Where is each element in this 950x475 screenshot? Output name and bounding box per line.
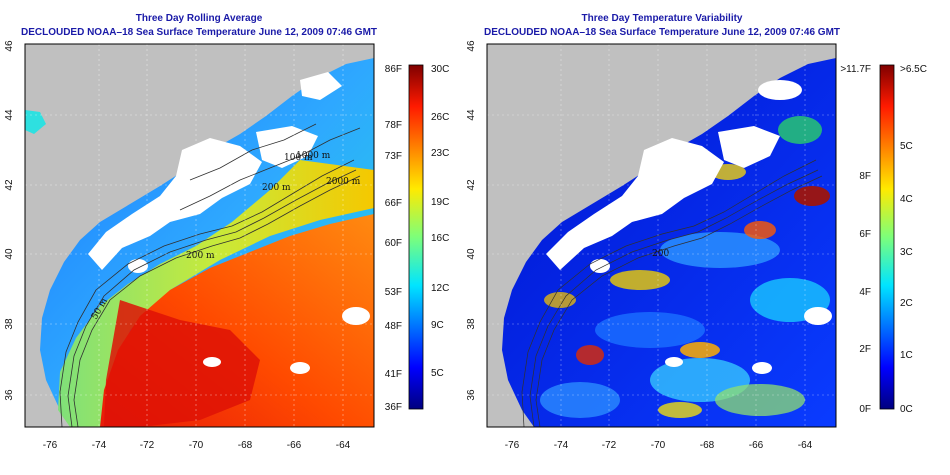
lat-tick: 38 bbox=[466, 318, 477, 330]
cb-c-label: 9C bbox=[431, 320, 444, 331]
lon-tick: -68 bbox=[238, 440, 253, 451]
grid-lines bbox=[25, 44, 374, 427]
right-panel: Three Day Temperature Variability DECLOU… bbox=[466, 13, 927, 451]
cb-f-label: 53F bbox=[385, 287, 402, 298]
lon-tick: -66 bbox=[287, 440, 302, 451]
lat-tick: 46 bbox=[4, 40, 15, 52]
cb-f-label: 73F bbox=[385, 151, 402, 162]
lat-tick: 40 bbox=[466, 248, 477, 260]
cb-c-label: 19C bbox=[431, 197, 449, 208]
cb-c-label: >6.5C bbox=[900, 64, 927, 75]
lat-tick: 40 bbox=[4, 248, 15, 260]
cb-c-label: 12C bbox=[431, 283, 449, 294]
lon-tick: -72 bbox=[602, 440, 617, 451]
cb-f-label: 86F bbox=[385, 64, 402, 75]
right-lon-axis: -76 -74 -72 -70 -68 -66 -64 bbox=[505, 440, 813, 451]
right-lat-axis: 36 38 40 42 44 46 bbox=[466, 40, 477, 401]
lat-tick: 38 bbox=[4, 318, 15, 330]
left-colorbar-ramp bbox=[408, 64, 424, 410]
lon-tick: -66 bbox=[749, 440, 764, 451]
left-title-2: DECLOUDED NOAA–18 Sea Surface Temperatur… bbox=[21, 27, 377, 38]
contour-label-200: 200 bbox=[652, 249, 669, 259]
variability-patches bbox=[540, 116, 830, 418]
left-colorbar: 86F 78F 73F 66F 60F 53F 48F 41F 36F 30C … bbox=[385, 64, 450, 413]
right-title-1: Three Day Temperature Variability bbox=[582, 13, 743, 24]
cb-f-label: 78F bbox=[385, 120, 402, 131]
lon-tick: -76 bbox=[43, 440, 58, 451]
lon-tick: -70 bbox=[651, 440, 666, 451]
cb-c-label: 26C bbox=[431, 112, 449, 123]
lat-tick: 36 bbox=[4, 389, 15, 401]
cb-f-label: 66F bbox=[385, 198, 402, 209]
depth-contours bbox=[521, 159, 823, 427]
cb-f-label: 4F bbox=[859, 287, 871, 298]
contour-label-1000m: 1000 m bbox=[296, 151, 331, 161]
depth-contours bbox=[59, 123, 361, 427]
cb-c-label: 3C bbox=[900, 247, 913, 258]
left-map: 100 m 200 m 200 m 1000 m 2000 m 50 m bbox=[25, 44, 374, 427]
cb-c-label: 23C bbox=[431, 148, 449, 159]
coastline bbox=[25, 70, 166, 280]
cb-c-label: 30C bbox=[431, 64, 449, 75]
contour-label-200m-b: 200 m bbox=[262, 183, 291, 193]
left-lon-axis: -76 -74 -72 -70 -68 -66 -64 bbox=[43, 440, 351, 451]
cb-f-label: 2F bbox=[859, 344, 871, 355]
cloud-mask bbox=[546, 80, 832, 374]
right-map-frame bbox=[486, 43, 837, 428]
left-title-1: Three Day Rolling Average bbox=[136, 13, 263, 24]
cb-c-label: 0C bbox=[900, 404, 913, 415]
lat-tick: 42 bbox=[466, 179, 477, 191]
cb-f-label: 41F bbox=[385, 369, 402, 380]
cb-f-label: 8F bbox=[859, 171, 871, 182]
lon-tick: -74 bbox=[554, 440, 569, 451]
cb-f-label: 0F bbox=[859, 404, 871, 415]
left-panel: Three Day Rolling Average DECLOUDED NOAA… bbox=[4, 13, 449, 451]
cb-f-label: 60F bbox=[385, 238, 402, 249]
cb-c-label: 2C bbox=[900, 298, 913, 309]
cb-c-label: 16C bbox=[431, 233, 449, 244]
grid-lines bbox=[487, 44, 836, 427]
lat-tick: 42 bbox=[4, 179, 15, 191]
left-map-frame bbox=[24, 43, 375, 428]
cb-c-label: 4C bbox=[900, 194, 913, 205]
lon-tick: -76 bbox=[505, 440, 520, 451]
cb-c-label: 1C bbox=[900, 350, 913, 361]
right-map: 200 bbox=[487, 44, 836, 427]
left-lat-axis: 36 38 40 42 44 46 bbox=[4, 40, 15, 401]
lon-tick: -68 bbox=[700, 440, 715, 451]
lon-tick: -72 bbox=[140, 440, 155, 451]
cb-f-label: 48F bbox=[385, 321, 402, 332]
right-colorbar: >11.7F 8F 6F 4F 2F 0F >6.5C 5C 4C 3C 2C … bbox=[840, 64, 927, 415]
cb-c-label: 5C bbox=[431, 368, 444, 379]
lon-tick: -64 bbox=[336, 440, 351, 451]
cb-f-label: 6F bbox=[859, 229, 871, 240]
cloud-mask bbox=[88, 72, 370, 374]
cb-f-label: >11.7F bbox=[840, 64, 871, 75]
lat-tick: 46 bbox=[466, 40, 477, 52]
shelf-water bbox=[58, 160, 374, 427]
contour-label-100m: 100 m bbox=[284, 153, 313, 163]
contour-label-2000m: 2000 m bbox=[326, 177, 361, 187]
right-title-2: DECLOUDED NOAA–18 Sea Surface Temperatur… bbox=[484, 27, 840, 38]
contour-label-200m: 200 m bbox=[186, 251, 215, 261]
lat-tick: 44 bbox=[466, 109, 477, 121]
right-colorbar-ramp bbox=[879, 64, 895, 410]
lon-tick: -70 bbox=[189, 440, 204, 451]
cb-c-label: 5C bbox=[900, 141, 913, 152]
lon-tick: -64 bbox=[798, 440, 813, 451]
lat-tick: 36 bbox=[466, 389, 477, 401]
lat-tick: 44 bbox=[4, 109, 15, 121]
cb-f-label: 36F bbox=[385, 402, 402, 413]
bay-water bbox=[25, 110, 46, 134]
coastline bbox=[487, 70, 628, 280]
lon-tick: -74 bbox=[92, 440, 107, 451]
